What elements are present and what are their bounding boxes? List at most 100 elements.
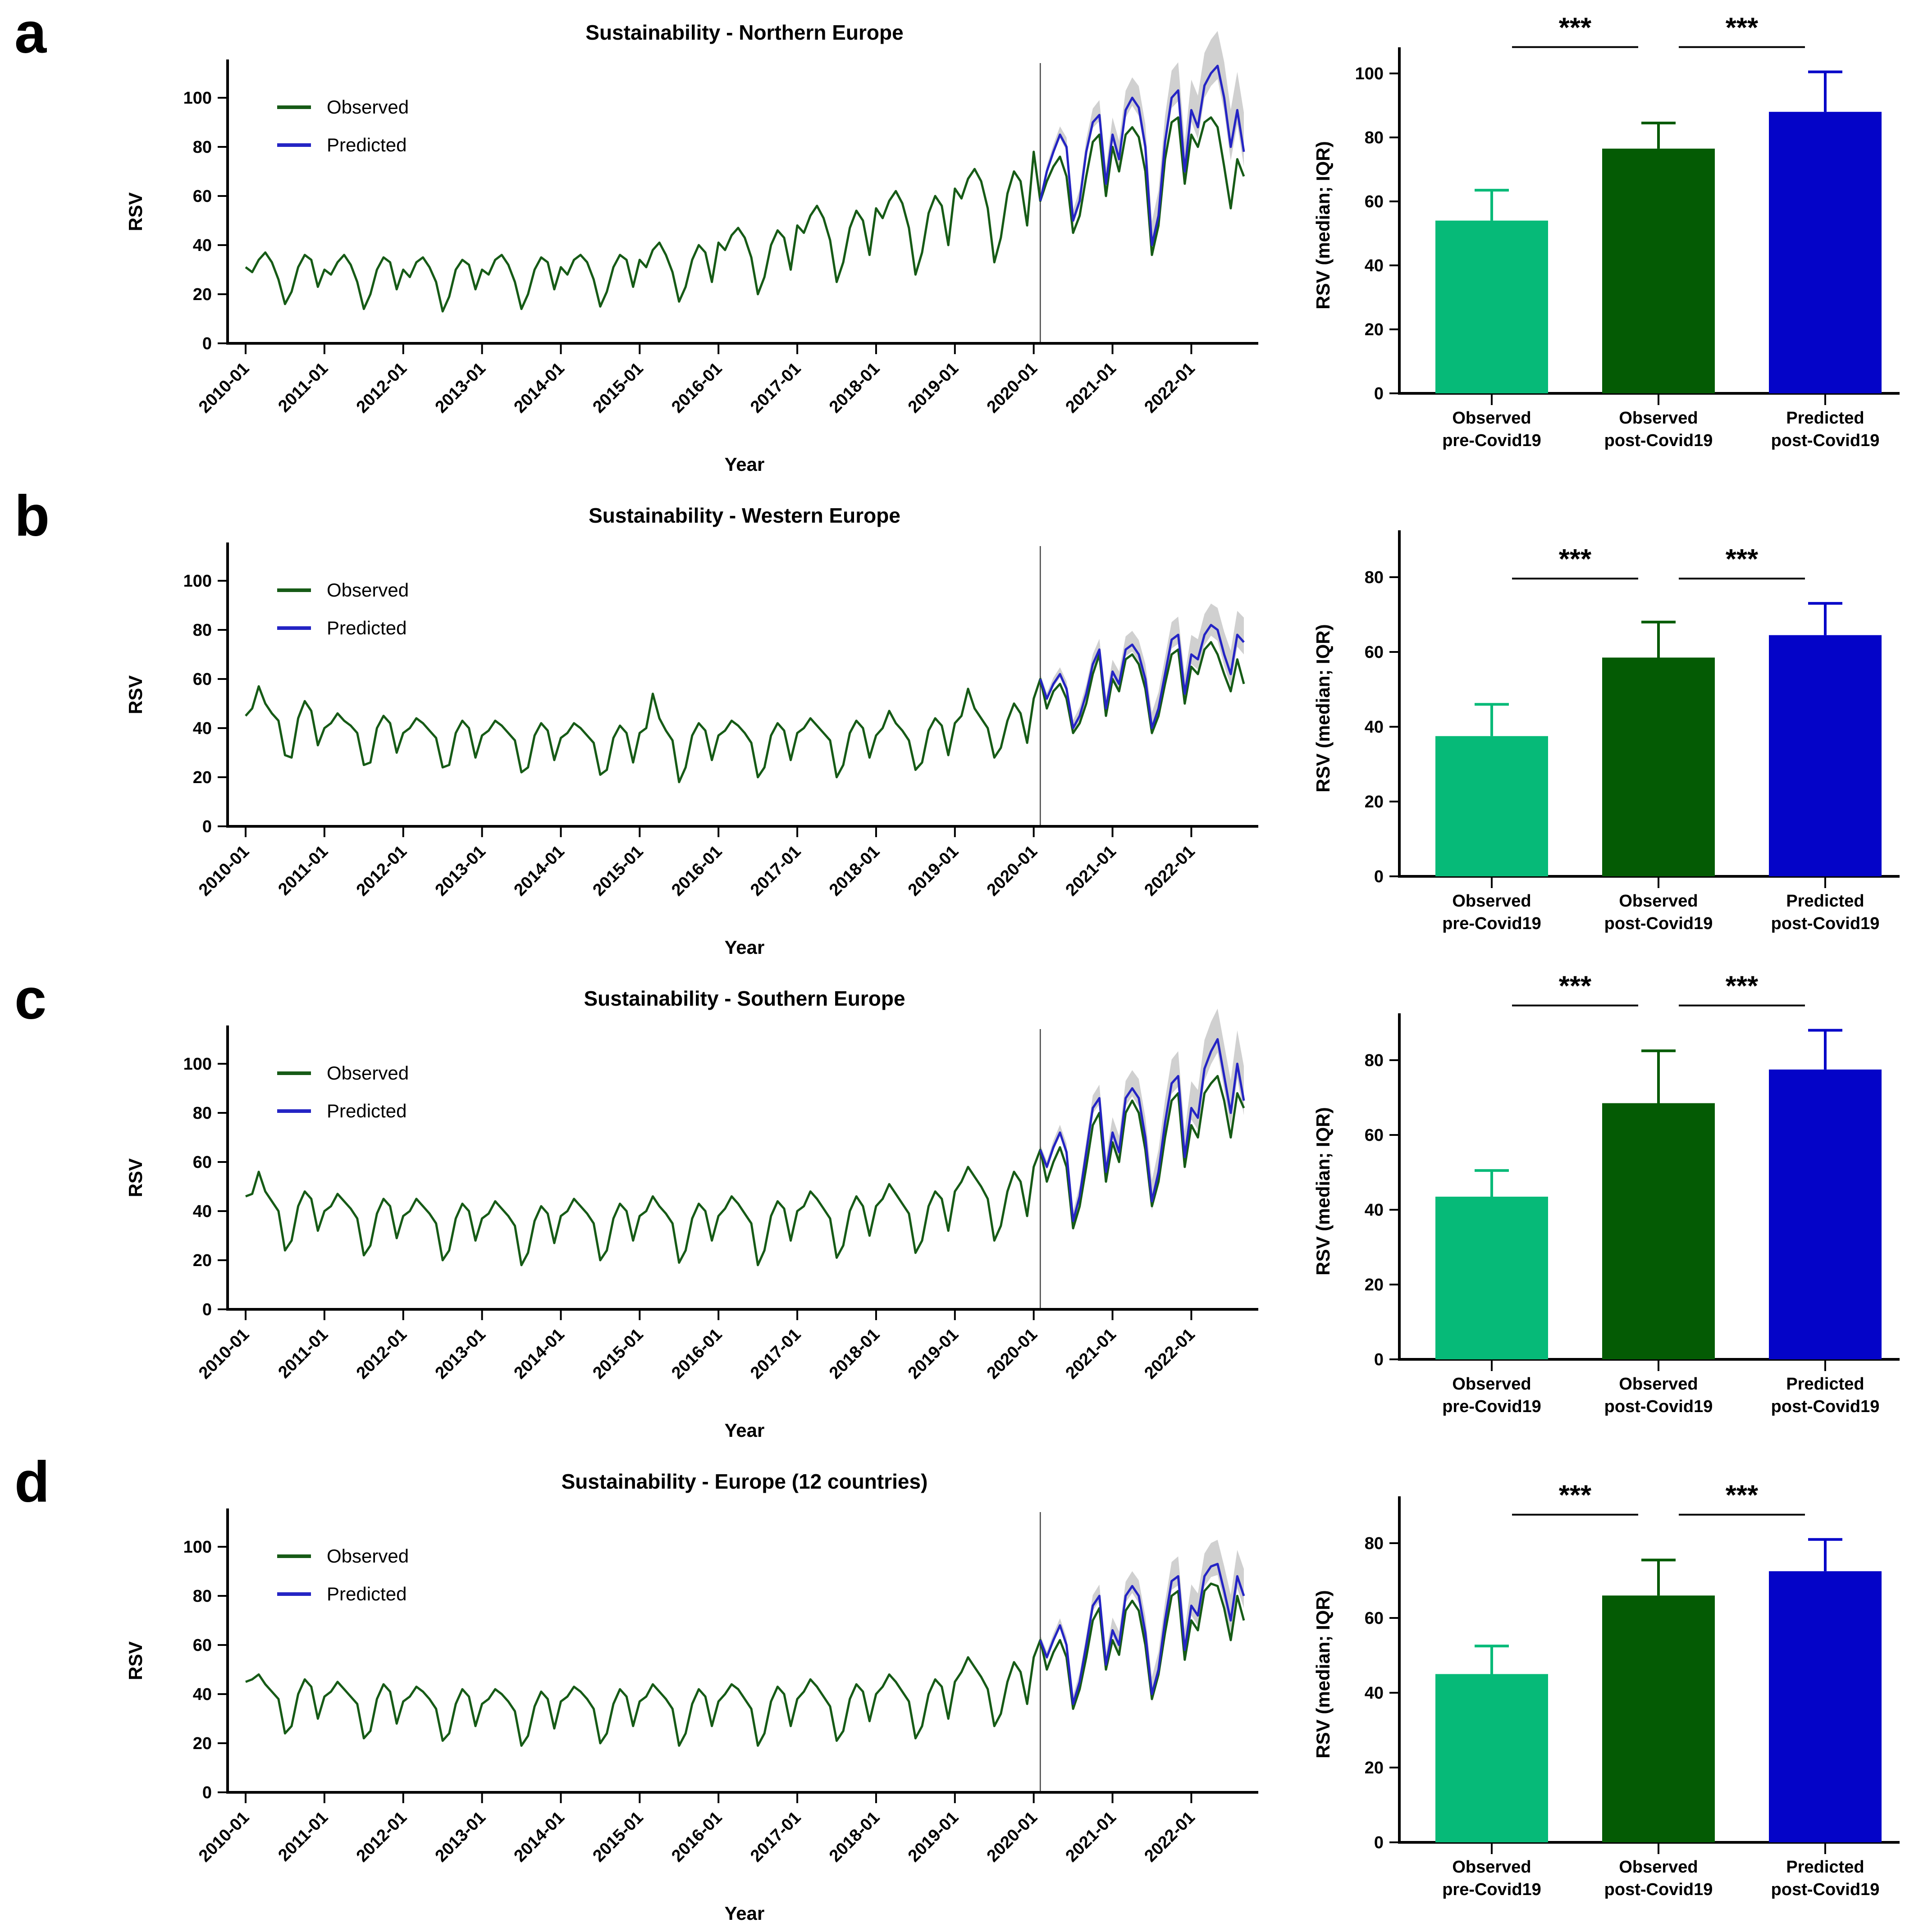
y-tick-label: 60: [193, 1636, 212, 1655]
bar-y-tick-label: 0: [1374, 1833, 1384, 1852]
x-tick-label: 2017-01: [747, 1325, 804, 1383]
x-tick-label: 2010-01: [195, 359, 253, 417]
y-tick-label: 100: [183, 1538, 212, 1557]
bar-y-tick-label: 0: [1374, 384, 1384, 403]
y-tick-label: 100: [183, 572, 212, 591]
bar-y-tick-label: 80: [1365, 568, 1384, 587]
x-tick-label: 2020-01: [983, 842, 1041, 900]
timeseries-y-axis-title: RSV: [125, 192, 146, 231]
timeseries-x-axis-title: Year: [725, 454, 765, 475]
bar-y-tick-label: 60: [1365, 1126, 1384, 1145]
bar-y-tick-label: 20: [1365, 793, 1384, 811]
timeseries-title: Sustainability - Western Europe: [589, 504, 900, 527]
x-tick-label: 2018-01: [826, 359, 883, 417]
bar-observed-post-covid19: [1602, 148, 1715, 394]
x-tick-label: 2014-01: [511, 359, 568, 417]
y-tick-label: 40: [193, 236, 212, 255]
y-tick-label: 40: [193, 1202, 212, 1221]
y-tick-label: 80: [193, 138, 212, 157]
x-tick-label: 2016-01: [668, 1325, 726, 1383]
legend-predicted-label: Predicted: [327, 1583, 407, 1604]
bar-category-label: Predicted post-Covid19: [1771, 892, 1880, 933]
y-tick-label: 20: [193, 285, 212, 304]
x-tick-label: 2020-01: [983, 1808, 1041, 1866]
x-tick-label: 2015-01: [589, 1808, 647, 1866]
bar-y-tick-label: 60: [1365, 1609, 1384, 1628]
bar-predicted-post-covid19: [1769, 635, 1882, 876]
panel-letter: c: [14, 967, 47, 1031]
bar-y-axis-title: RSV (median; IQR): [1312, 1590, 1334, 1758]
legend-observed-label: Observed: [327, 579, 409, 601]
y-tick-label: 80: [193, 621, 212, 640]
x-tick-label: 2012-01: [353, 1808, 411, 1866]
panel-c-charts-svg: Sustainability - Southern Europe 0 20 40 60 8…: [125, 971, 1900, 1441]
observed-line: [245, 1582, 1245, 1747]
x-tick-label: 2017-01: [747, 1808, 804, 1866]
x-tick-label: 2022-01: [1141, 1325, 1198, 1383]
x-tick-label: 2021-01: [1062, 842, 1120, 900]
bar-y-axis-title: RSV (median; IQR): [1312, 141, 1334, 309]
bar-y-tick-label: 80: [1365, 1051, 1384, 1070]
bar-observed-pre-covid19: [1435, 1196, 1548, 1359]
bar-y-tick-label: 40: [1365, 1684, 1384, 1703]
bar-category-label: Observed post-Covid19: [1604, 1375, 1713, 1416]
bar-category-label: Observed post-Covid19: [1604, 409, 1713, 450]
bar-category-label: Observed pre-Covid19: [1442, 1858, 1541, 1899]
x-tick-label: 2021-01: [1062, 1808, 1120, 1866]
panel-d-charts-svg: Sustainability - Europe (12 countries) 0 2…: [125, 1470, 1900, 1924]
bar-observed-post-covid19: [1602, 1595, 1715, 1842]
x-tick-label: 2011-01: [274, 1325, 332, 1382]
timeseries-title: Sustainability - Northern Europe: [585, 21, 903, 44]
timeseries-x-axis-title: Year: [725, 937, 765, 958]
bar-y-tick-label: 80: [1365, 128, 1384, 147]
panel-a-charts-svg: Sustainability - Northern Europe 0 20 40 60 8…: [125, 12, 1900, 475]
bar-y-tick-label: 80: [1365, 1534, 1384, 1553]
predicted-line: [1039, 64, 1245, 246]
y-tick-label: 100: [183, 1055, 212, 1074]
x-tick-label: 2011-01: [274, 842, 332, 899]
predicted-line: [1039, 1563, 1245, 1705]
x-tick-label: 2020-01: [983, 359, 1041, 417]
y-tick-label: 0: [202, 817, 212, 836]
bar-y-axis-title: RSV (median; IQR): [1312, 1107, 1334, 1275]
y-tick-label: 40: [193, 1685, 212, 1704]
y-tick-label: 20: [193, 768, 212, 787]
x-tick-label: 2019-01: [905, 842, 962, 900]
bar-predicted-post-covid19: [1769, 1571, 1882, 1842]
x-tick-label: 2014-01: [511, 842, 568, 900]
panel-a: a Sustainability - Northern Europe 0 20 40 6…: [0, 0, 1905, 483]
x-tick-label: 2021-01: [1062, 359, 1120, 417]
timeseries-title: Sustainability - Europe (12 countries): [562, 1470, 928, 1493]
significance-stars: ***: [1559, 971, 1592, 1002]
bar-observed-pre-covid19: [1435, 220, 1548, 393]
bar-observed-post-covid19: [1602, 1103, 1715, 1359]
bar-predicted-post-covid19: [1769, 1069, 1882, 1359]
bar-y-tick-label: 20: [1365, 1759, 1384, 1777]
legend-predicted-label: Predicted: [327, 617, 407, 638]
bar-y-tick-label: 0: [1374, 1350, 1384, 1369]
y-tick-label: 20: [193, 1251, 212, 1270]
legend-observed-label: Observed: [327, 96, 409, 118]
x-tick-label: 2013-01: [432, 842, 489, 900]
x-tick-label: 2018-01: [826, 1325, 883, 1383]
bar-y-tick-label: 0: [1374, 867, 1384, 886]
y-tick-label: 60: [193, 187, 212, 206]
x-tick-label: 2010-01: [195, 842, 253, 900]
y-tick-label: 80: [193, 1104, 212, 1123]
bar-category-label: Observed post-Covid19: [1604, 1858, 1713, 1899]
predicted-line: [1039, 624, 1245, 729]
y-tick-label: 20: [193, 1734, 212, 1753]
x-tick-label: 2013-01: [432, 1808, 489, 1866]
bar-y-tick-label: 40: [1365, 256, 1384, 275]
significance-stars: ***: [1726, 12, 1759, 43]
bar-category-label: Observed post-Covid19: [1604, 892, 1713, 933]
y-tick-label: 60: [193, 1153, 212, 1172]
timeseries-x-axis-title: Year: [725, 1420, 765, 1441]
x-tick-label: 2012-01: [353, 359, 411, 417]
timeseries-y-axis-title: RSV: [125, 1158, 146, 1197]
significance-stars: ***: [1559, 544, 1592, 575]
legend-observed-label: Observed: [327, 1062, 409, 1084]
legend-predicted-label: Predicted: [327, 134, 407, 155]
bar-predicted-post-covid19: [1769, 112, 1882, 393]
